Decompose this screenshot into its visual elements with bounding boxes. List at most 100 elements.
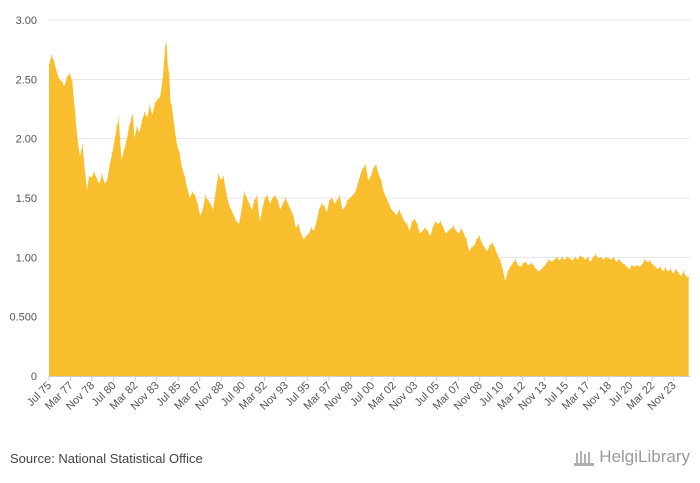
data-point [651, 263, 654, 266]
data-point [553, 259, 555, 261]
data-point [181, 167, 183, 169]
y-tick-label: 3.00 [16, 15, 37, 27]
data-point [504, 280, 506, 282]
data-point [644, 259, 646, 261]
data-point [595, 254, 597, 256]
data-point [473, 244, 475, 247]
data-point [543, 266, 545, 268]
data-point [168, 72, 170, 74]
data-point [476, 238, 478, 241]
data-point [641, 263, 643, 266]
data-point [463, 233, 465, 235]
data-point [71, 81, 73, 83]
data-point [125, 140, 128, 142]
data-point [494, 247, 496, 249]
data-point [114, 138, 116, 140]
data-point [450, 228, 452, 230]
data-point [512, 262, 514, 264]
data-point [610, 259, 612, 261]
data-point [318, 209, 320, 211]
data-point [620, 261, 623, 263]
data-point [189, 197, 191, 199]
data-point [166, 43, 168, 45]
data-point [370, 176, 372, 178]
data-point [682, 271, 685, 273]
data-point [313, 230, 315, 232]
data-point [455, 230, 457, 232]
data-point [222, 176, 225, 178]
data-point [328, 199, 330, 201]
data-point [649, 260, 651, 262]
data-point [546, 262, 548, 264]
data-point [315, 221, 318, 223]
data-point [149, 104, 151, 106]
data-point [584, 259, 586, 261]
data-point [401, 215, 403, 217]
data-point [496, 254, 498, 256]
area-series-0 [49, 43, 689, 376]
data-point [341, 209, 343, 211]
data-point [144, 112, 146, 114]
data-point [618, 259, 620, 261]
data-point [290, 209, 292, 211]
data-point [133, 138, 135, 140]
data-point [460, 228, 462, 230]
data-point [295, 227, 297, 229]
data-point [228, 203, 230, 205]
data-point [266, 195, 268, 197]
data-point [272, 197, 274, 199]
data-point [380, 179, 382, 181]
data-point [91, 177, 93, 179]
data-point [385, 197, 387, 199]
data-point [297, 223, 299, 225]
data-point [349, 197, 351, 199]
data-point [442, 227, 444, 229]
data-point [323, 205, 325, 207]
data-point [109, 164, 111, 166]
data-point [300, 233, 302, 235]
data-point [128, 126, 130, 128]
data-point [51, 55, 53, 57]
data-point [279, 209, 281, 211]
data-point [478, 235, 480, 237]
data-point [171, 104, 173, 106]
data-point [561, 256, 563, 258]
data-point [646, 261, 649, 263]
data-point [98, 183, 100, 185]
data-point [659, 266, 661, 268]
data-point [207, 199, 209, 201]
data-point [566, 256, 568, 258]
data-point [241, 209, 243, 211]
data-point [429, 235, 431, 237]
data-point [104, 183, 106, 185]
data-point [597, 257, 599, 260]
data-point [623, 263, 625, 266]
data-point [452, 225, 455, 228]
data-point [577, 259, 579, 261]
data-point [339, 195, 341, 197]
data-point [628, 268, 630, 270]
y-axis: 0 0.500 1.00 1.50 2.00 2.50 3.00 [9, 15, 37, 383]
data-point [362, 167, 364, 169]
data-point [336, 199, 338, 201]
data-point [225, 191, 227, 193]
data-point [119, 138, 121, 140]
data-point [167, 66, 169, 69]
data-point [334, 203, 336, 205]
data-point [248, 203, 250, 205]
data-point [427, 230, 429, 232]
data-point [212, 209, 214, 211]
data-point [146, 116, 148, 118]
data-point [424, 227, 426, 229]
data-point [582, 256, 584, 258]
data-point [235, 221, 237, 223]
data-point [432, 227, 434, 229]
data-point [132, 114, 134, 116]
data-point [209, 203, 212, 205]
data-point [636, 265, 638, 267]
data-point [284, 197, 287, 199]
data-point [667, 271, 669, 273]
data-point [151, 114, 153, 116]
data-point [631, 265, 633, 267]
